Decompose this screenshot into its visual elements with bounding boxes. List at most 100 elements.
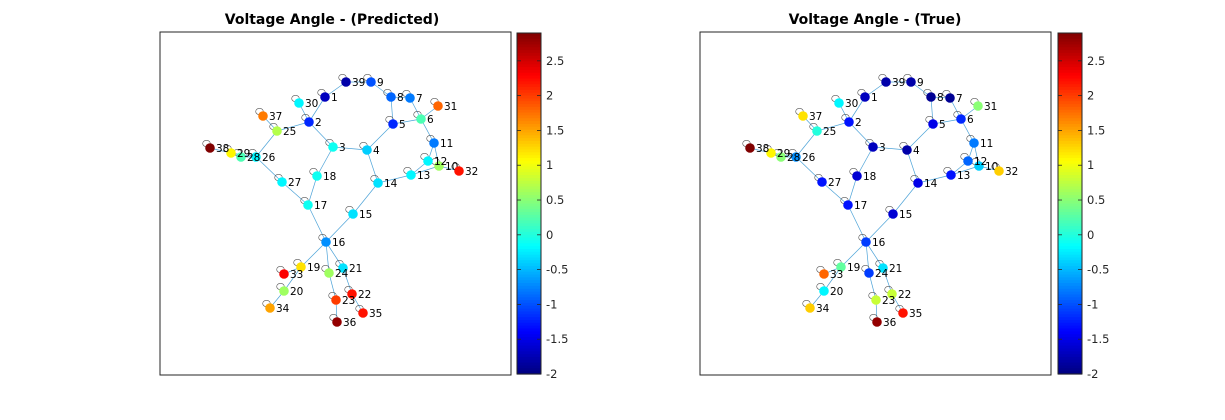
node-18 [312,171,322,181]
node-30 [834,98,844,108]
node-label-38: 38 [216,143,229,155]
node-33 [279,269,289,279]
colorbar-segment [517,206,541,210]
node-label-28: 28 [787,152,800,164]
node-label-3: 3 [339,142,346,154]
colorbar-segment [517,126,541,131]
node-6 [416,114,426,124]
node-26 [791,152,801,162]
node-label-7: 7 [956,93,963,105]
colorbar-segment [1058,314,1082,318]
colorbar-segment [517,305,541,310]
colorbar-segment [1058,351,1082,355]
colorbar-segment [517,132,541,136]
edge-4-14 [366,149,379,184]
colorbar-tick-label: 0.5 [546,193,564,207]
node-label-17: 17 [314,200,327,212]
colorbar-segment [517,368,541,372]
colorbar-segment [517,200,541,205]
colorbar-segment [517,152,541,156]
node-1 [320,92,330,102]
colorbar-segment [1058,325,1082,330]
node-label-32: 32 [1005,166,1018,178]
edge-19-20 [823,266,842,292]
colorbar-segment [1058,38,1082,43]
edge-16-19 [840,241,867,268]
colorbar-segment [517,118,541,122]
node-label-32: 32 [465,166,478,178]
panel-predicted: Voltage Angle - (Predicted) 123 45 6789101… [159,12,568,381]
colorbar-segment [1058,294,1082,298]
colorbar-segment [1058,166,1082,170]
colorbar-segment [1058,331,1082,335]
node-label-28: 28 [247,152,260,164]
colorbar-segment [1058,348,1082,352]
colorbar-segment [1058,98,1082,102]
edge-2-3 [308,121,334,148]
node-27 [817,177,827,187]
colorbar-segment [1058,268,1082,273]
colorbar-segment [517,359,541,364]
colorbar-segment [517,155,541,159]
node-label-5: 5 [939,119,946,131]
edge-2-3 [848,121,874,148]
node-9 [906,77,916,87]
node-label-1: 1 [331,92,338,104]
node-label-7: 7 [416,93,423,105]
edge-16-21 [865,241,884,269]
node-7 [405,93,415,103]
colorbar-segment [517,283,541,287]
colorbar-segment [517,61,541,65]
node-label-16: 16 [332,237,346,249]
colorbar-segment [1058,317,1082,321]
edge-26-27 [255,156,283,183]
colorbar-segment [517,163,541,168]
edge-17-18 [847,175,858,206]
colorbar-segment [1058,311,1082,315]
edge-10-13 [410,165,440,176]
colorbar-tick-label: -2 [546,367,557,381]
colorbar-segment [1058,175,1082,179]
colorbar-segment [1058,89,1082,94]
node-label-20: 20 [290,286,303,298]
colorbar-segment [517,365,541,369]
edge-1-2 [308,96,326,123]
edge-16-17 [307,204,327,243]
node-36 [872,317,882,327]
node-32 [994,166,1004,176]
axes-box-predicted [159,31,512,376]
colorbar-segment [517,251,541,256]
colorbar-segment [1058,240,1082,244]
edge-4-14 [906,149,919,184]
node-label-12: 12 [434,156,447,168]
edge-14-15 [892,182,919,215]
colorbar-segment [1058,260,1082,264]
colorbar-segment [1058,283,1082,287]
colorbar-segment [517,294,541,298]
colorbar-segment [517,354,541,358]
node-label-31: 31 [444,101,457,113]
node-label-34: 34 [816,303,830,315]
node-label-15: 15 [899,209,912,221]
colorbar-segment [1058,183,1082,188]
node-20 [279,286,289,296]
colorbar-segment [1058,172,1082,176]
node-label-31: 31 [984,101,997,113]
node-20 [819,286,829,296]
edge-16-19 [300,241,327,268]
colorbar-segment [1058,95,1082,99]
colorbar-segment [517,334,541,338]
node-label-30: 30 [845,98,858,110]
node-14 [913,178,923,188]
colorbar-segment [1058,263,1082,267]
node-label-22: 22 [358,289,371,301]
node-17 [843,200,853,210]
node-label-39: 39 [352,77,365,89]
node-12 [963,156,973,166]
edge-3-4 [872,146,908,151]
node-label-6: 6 [427,114,434,126]
node-17 [303,200,313,210]
colorbar-segment [1058,203,1082,207]
colorbar-segment [517,229,541,233]
node-30 [294,98,304,108]
